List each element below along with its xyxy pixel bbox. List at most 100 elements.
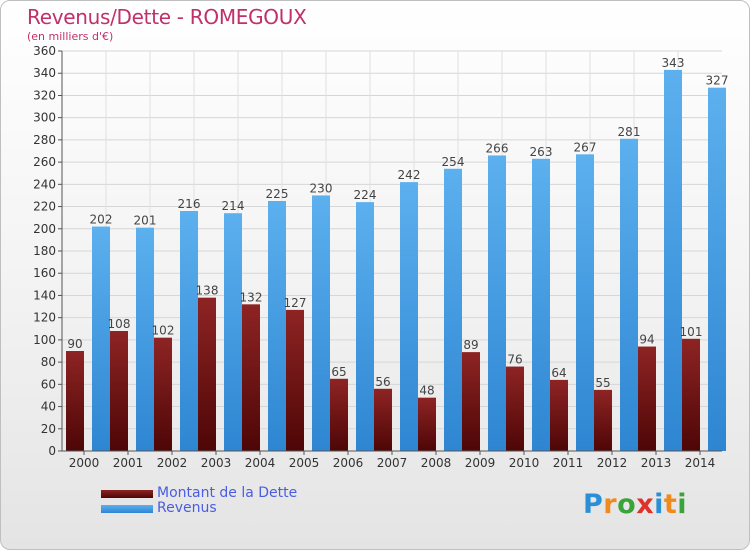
- data-label-revenue: 343: [662, 56, 685, 70]
- logo-letter: i: [654, 489, 664, 520]
- y-tick-label: 220: [33, 200, 56, 214]
- bar-revenue: [532, 158, 550, 451]
- data-label-revenue: 201: [134, 214, 157, 228]
- x-tick-label: 2007: [377, 456, 408, 470]
- bar-debt: [506, 366, 524, 451]
- x-tick-label: 2006: [333, 456, 364, 470]
- data-label-revenue: 327: [706, 74, 729, 88]
- logo-letter: P: [583, 489, 604, 520]
- data-label-debt: 108: [108, 317, 131, 331]
- chart-subtitle: (en milliers d'€): [27, 30, 114, 43]
- bar-revenue: [92, 226, 110, 451]
- data-label-revenue: 267: [574, 140, 597, 154]
- x-tick-label: 2004: [245, 456, 276, 470]
- data-label-debt: 101: [680, 325, 703, 339]
- bar-debt: [66, 351, 84, 451]
- y-tick-label: 140: [33, 288, 56, 302]
- x-tick-label: 2002: [157, 456, 188, 470]
- y-tick-label: 100: [33, 333, 56, 347]
- data-label-revenue: 216: [178, 197, 201, 211]
- bar-revenue: [268, 201, 286, 451]
- data-label-debt: 64: [551, 366, 566, 380]
- data-label-revenue: 281: [618, 125, 641, 139]
- y-tick-label: 60: [41, 377, 56, 391]
- logo-letter: r: [603, 489, 618, 520]
- data-label-revenue: 230: [310, 181, 333, 195]
- bar-debt: [638, 346, 656, 451]
- logo-letter: x: [636, 489, 655, 520]
- y-tick-label: 80: [41, 355, 56, 369]
- y-tick-label: 200: [33, 222, 56, 236]
- y-tick-label: 180: [33, 244, 56, 258]
- y-tick-label: 120: [33, 311, 56, 325]
- data-label-revenue: 225: [266, 187, 289, 201]
- bar-debt: [154, 337, 172, 451]
- x-tick-label: 2010: [509, 456, 540, 470]
- y-tick-label: 240: [33, 177, 56, 191]
- y-tick-label: 320: [33, 88, 56, 102]
- y-tick-label: 280: [33, 133, 56, 147]
- data-label-revenue: 202: [90, 213, 113, 227]
- bar-debt: [682, 338, 700, 451]
- data-label-debt: 76: [507, 353, 522, 367]
- y-tick-label: 300: [33, 111, 56, 125]
- data-label-debt: 56: [375, 375, 390, 389]
- y-tick-label: 40: [41, 400, 56, 414]
- proxiti-logo: Proxiti: [583, 489, 687, 520]
- data-label-revenue: 242: [398, 168, 421, 182]
- bar-revenue: [664, 69, 682, 451]
- data-label-revenue: 224: [354, 188, 377, 202]
- x-tick-label: 2009: [465, 456, 496, 470]
- x-tick-label: 2003: [201, 456, 232, 470]
- x-tick-label: 2000: [69, 456, 100, 470]
- bar-debt: [418, 397, 436, 451]
- bar-debt: [374, 388, 392, 451]
- x-tick-label: 2011: [553, 456, 584, 470]
- bar-debt: [330, 378, 348, 451]
- data-label-debt: 65: [331, 365, 346, 379]
- y-tick-label: 20: [41, 422, 56, 436]
- x-tick-label: 2012: [597, 456, 628, 470]
- data-label-debt: 89: [463, 338, 478, 352]
- bar-revenue: [224, 213, 242, 451]
- bar-debt: [110, 331, 128, 451]
- bar-debt: [286, 309, 304, 451]
- data-label-revenue: 266: [486, 141, 509, 155]
- bar-revenue: [488, 155, 506, 451]
- legend-label-debt: Montant de la Dette: [157, 485, 298, 501]
- data-label-debt: 90: [67, 337, 82, 351]
- y-tick-label: 0: [48, 444, 56, 458]
- logo-letter: o: [617, 489, 637, 520]
- data-label-revenue: 263: [530, 145, 553, 159]
- y-tick-label: 160: [33, 266, 56, 280]
- x-tick-label: 2005: [289, 456, 320, 470]
- data-label-debt: 132: [240, 290, 263, 304]
- bar-debt: [242, 304, 260, 451]
- bar-revenue: [576, 154, 594, 452]
- bar-revenue: [400, 182, 418, 451]
- data-label-revenue: 214: [222, 199, 245, 213]
- data-label-debt: 127: [284, 296, 307, 310]
- bar-revenue: [356, 202, 374, 451]
- bar-revenue: [444, 168, 462, 451]
- axis-layer: 0 20 40 60 80 100 120 140 160 180 200 220 240 260 280 3…: [33, 44, 722, 470]
- logo-letter: i: [677, 489, 688, 520]
- legend-swatch-revenue: [101, 505, 153, 513]
- bar-debt: [550, 379, 568, 451]
- data-label-debt: 138: [196, 284, 219, 298]
- bar-debt: [198, 297, 216, 451]
- bar-revenue: [180, 211, 198, 451]
- bar-debt: [462, 352, 480, 451]
- data-label-debt: 55: [595, 376, 610, 390]
- y-tick-label: 360: [33, 44, 56, 58]
- x-tick-label: 2013: [641, 456, 672, 470]
- data-label-debt: 102: [152, 324, 175, 338]
- legend-swatch-debt: [101, 490, 153, 498]
- chart-title: Revenus/Dette - ROMEGOUX: [27, 5, 307, 29]
- y-tick-label: 340: [33, 66, 56, 80]
- bar-revenue: [312, 195, 330, 451]
- data-label-revenue: 254: [442, 155, 465, 169]
- logo-letter: t: [663, 489, 678, 520]
